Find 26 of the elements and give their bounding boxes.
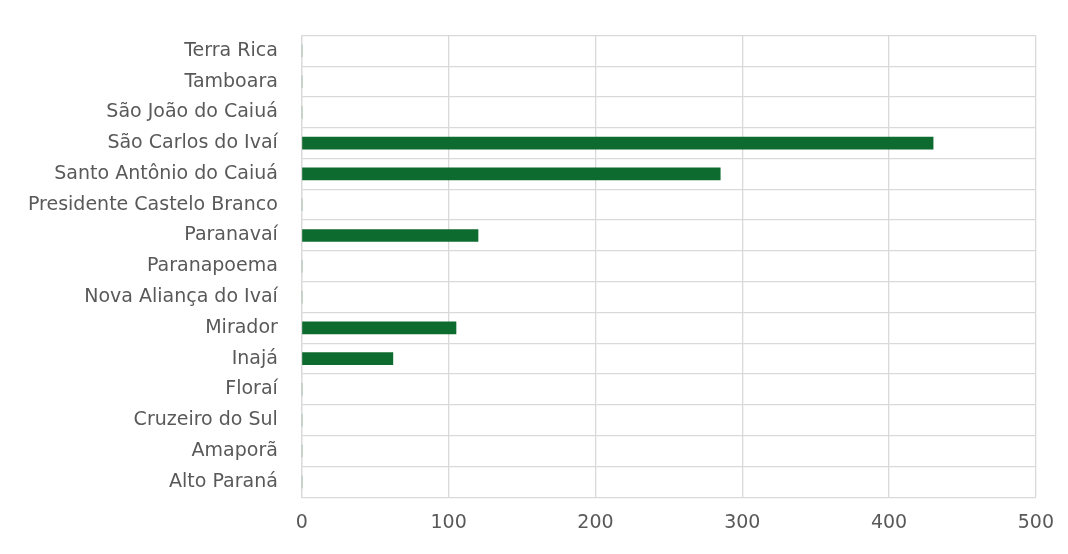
x-tick-label: 200 — [577, 509, 614, 532]
x-tick-label: 100 — [430, 509, 467, 532]
x-tick-label: 300 — [724, 509, 761, 532]
y-tick-label: Paranapoema — [146, 253, 278, 276]
y-tick-label: Presidente Castelo Branco — [27, 191, 278, 214]
bar — [302, 136, 934, 150]
x-tick-label: 400 — [870, 509, 908, 532]
bar — [302, 321, 457, 335]
bar — [302, 352, 394, 365]
y-tick-label: Cruzeiro do Sul — [133, 407, 278, 430]
y-tick-label: Paranavaí — [184, 222, 279, 245]
bar — [302, 229, 479, 242]
x-tick-label: 0 — [295, 509, 308, 532]
y-tick-label: Terra Rica — [183, 37, 278, 60]
y-tick-label: Nova Aliança do Ivaí — [84, 284, 279, 307]
y-tick-label: São Carlos do Ivaí — [107, 130, 279, 153]
y-tick-label: São João do Caiuá — [106, 99, 278, 122]
x-tick-label: 500 — [1017, 509, 1054, 532]
y-tick-label: Santo Antônio do Caiuá — [54, 160, 278, 183]
y-tick-label: Floraí — [225, 376, 279, 399]
y-tick-label: Alto Paraná — [169, 468, 278, 491]
y-tick-label: Mirador — [205, 314, 279, 337]
y-tick-label: Amaporã — [191, 437, 278, 460]
y-tick-label: Inajá — [231, 345, 278, 368]
bar — [302, 167, 721, 181]
y-tick-label: Tamboara — [183, 68, 278, 91]
